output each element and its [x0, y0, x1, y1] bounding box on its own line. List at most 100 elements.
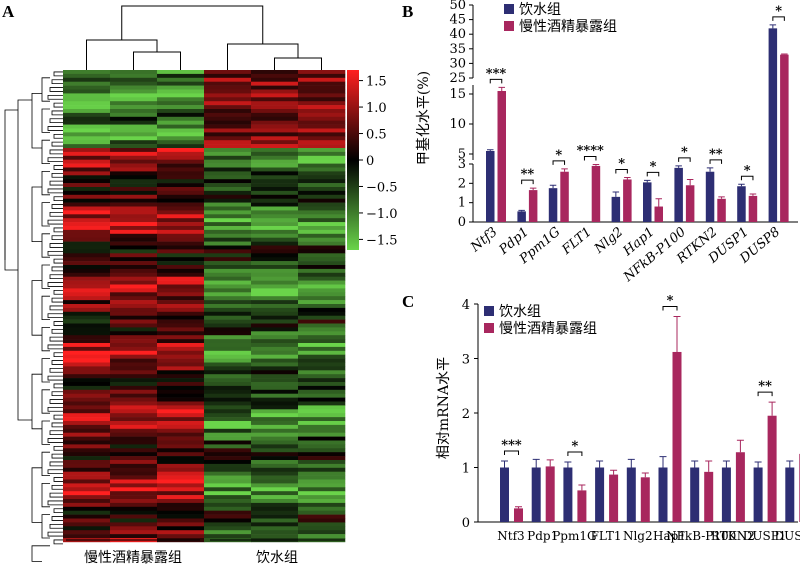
- heatmap-cell: [157, 222, 205, 227]
- heatmap-cell: [63, 253, 111, 258]
- heatmap-cell: [298, 89, 346, 94]
- heatmap-cell: [251, 70, 299, 75]
- heatmap-cell: [251, 97, 299, 102]
- heatmap-cell: [251, 389, 299, 394]
- heatmap-cell: [251, 452, 299, 457]
- heatmap-cell: [204, 343, 252, 348]
- heatmap-cell: [157, 175, 205, 180]
- heatmap-cell: [157, 198, 205, 203]
- heatmap-cell: [157, 226, 205, 231]
- significance-label: ****: [577, 144, 604, 159]
- heatmap-cell: [251, 331, 299, 336]
- heatmap-cell: [204, 428, 252, 433]
- heatmap-cell: [157, 210, 205, 215]
- heatmap-cell: [63, 245, 111, 250]
- row-dendrogram-leaf: [47, 126, 63, 131]
- bar-alcohol-DUSP8: [780, 54, 789, 222]
- error-bar-control: [532, 458, 540, 468]
- heatmap-cell: [63, 296, 111, 301]
- heatmap-cell: [298, 288, 346, 293]
- heatmap-cell: [110, 385, 158, 391]
- row-dendrogram-leaf: [53, 321, 63, 326]
- heatmap-cell: [63, 163, 111, 168]
- heatmap-cell: [204, 483, 252, 488]
- heatmap-cell: [251, 483, 299, 488]
- heatmap-cell: [298, 120, 346, 125]
- heatmap-cell: [298, 253, 346, 258]
- heatmap-cell: [157, 393, 205, 398]
- heatmap-cell: [110, 487, 158, 492]
- row-dendrogram-leaf: [47, 313, 63, 319]
- heatmap-cell: [110, 292, 158, 297]
- heatmap-cell: [204, 300, 252, 305]
- row-dendrogram-leaf: [51, 110, 63, 116]
- heatmap-cell: [110, 389, 158, 394]
- heatmap-cell: [251, 354, 299, 359]
- heatmap-cell: [157, 190, 205, 196]
- heatmap-cell: [251, 194, 299, 199]
- heatmap-cell: [63, 237, 111, 242]
- significance-label: ***: [501, 438, 522, 453]
- heatmap-cell: [204, 70, 252, 75]
- heatmap-cells: [63, 70, 346, 543]
- row-dendrogram-leaf: [51, 391, 63, 397]
- heatmap-cell: [63, 311, 111, 316]
- row-dendrogram-leaf: [49, 461, 63, 467]
- heatmap-cell: [63, 397, 111, 402]
- heatmap-cell: [157, 136, 205, 141]
- heatmap-cell: [251, 288, 299, 293]
- heatmap-cell: [110, 401, 158, 406]
- heatmap-cell: [63, 210, 111, 215]
- heatmap-cell: [204, 101, 252, 106]
- heatmap-cell: [251, 510, 299, 515]
- heatmap-cell: [204, 132, 252, 137]
- heatmap-cell: [110, 194, 158, 199]
- error-bar-control: [596, 460, 604, 468]
- heatmap-cell: [204, 456, 252, 461]
- heatmap-cell: [110, 491, 158, 496]
- heatmap-cell: [204, 89, 252, 94]
- heatmap-cell: [110, 77, 158, 82]
- heatmap-cell: [63, 393, 111, 398]
- heatmap-cell: [63, 487, 111, 492]
- significance-label: *: [681, 145, 688, 160]
- significance-label: ***: [486, 66, 507, 81]
- heatmap-cell: [251, 467, 299, 472]
- heatmap-cell: [204, 292, 252, 297]
- heatmap-cell: [110, 105, 158, 110]
- heatmap-cell: [110, 323, 158, 328]
- bar-alcohol-Pdp1: [545, 466, 555, 522]
- heatmap-cell: [110, 97, 158, 102]
- heatmap-cell: [204, 261, 252, 266]
- row-dendrogram-leaf: [49, 367, 63, 373]
- bar-alcohol-Ppm1G: [560, 171, 569, 222]
- row-dendrogram-branch: [17, 99, 32, 421]
- bar-alcohol-Nlg2: [640, 477, 650, 522]
- heatmap-cell: [298, 417, 346, 422]
- heatmap-cell: [63, 132, 111, 137]
- heatmap-cell: [63, 229, 111, 235]
- heatmap-cell: [204, 249, 252, 254]
- heatmap-cell: [204, 136, 252, 141]
- x-tick-label: Ntf3: [497, 529, 524, 543]
- column-dendrogram-branch: [133, 51, 181, 70]
- heatmap-cell: [204, 510, 252, 515]
- row-dendrogram-branch: [41, 264, 50, 289]
- heatmap-cell: [251, 171, 299, 176]
- heatmap-cell: [204, 362, 252, 367]
- heatmap-cell: [298, 241, 346, 246]
- heatmap-cell: [157, 421, 205, 426]
- heatmap-cell: [157, 280, 205, 285]
- heatmap-cell: [204, 370, 252, 375]
- heatmap-cell: [251, 151, 299, 157]
- heatmap-cell: [110, 288, 158, 293]
- significance-bracket: [772, 16, 785, 21]
- bar-alcohol-DUSP1: [767, 415, 777, 522]
- heatmap-cell: [63, 198, 111, 203]
- heatmap-cell: [63, 389, 111, 394]
- heatmap-cell: [298, 354, 346, 359]
- heatmap-cell: [204, 140, 252, 145]
- heatmap-cell: [298, 370, 346, 375]
- heatmap-cell: [110, 499, 158, 504]
- bar-control-Pdp1: [517, 211, 526, 222]
